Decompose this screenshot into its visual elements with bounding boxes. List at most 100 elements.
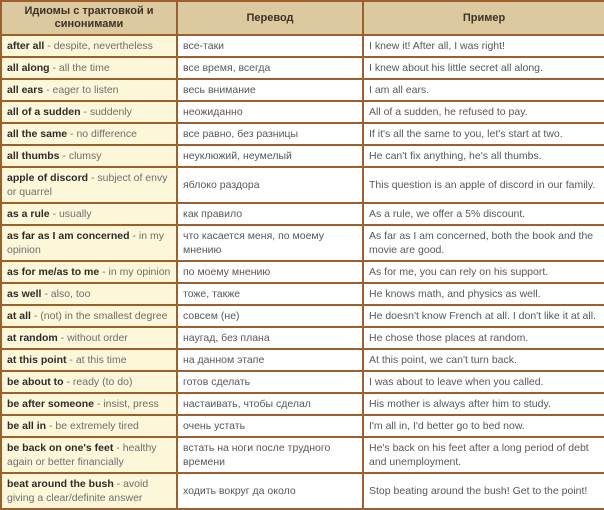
translation-cell: неуклюжий, неумелый [176, 144, 364, 168]
idiom-cell: beat around the bush - avoid giving a cl… [0, 472, 178, 510]
translation-cell: все равно, без разницы [176, 122, 364, 146]
idiom-term: apple of discord [7, 172, 89, 184]
idiom-term: at this point [7, 354, 67, 366]
table-row: at this point - at this time на данном эт… [0, 348, 604, 372]
table-row: at all - (not) in the smallest degree сов… [0, 304, 604, 328]
idiom-cell: at this point - at this time [0, 348, 178, 372]
translation-cell: настаивать, чтобы сделал [176, 392, 364, 416]
idiom-term: all thumbs [7, 150, 60, 162]
translation-cell: готов сделать [176, 370, 364, 394]
idiom-cell: be after someone - insist, press [0, 392, 178, 416]
idiom-definition: - in my opinion [7, 230, 164, 256]
table-row: beat around the bush - avoid giving a cl… [0, 472, 604, 510]
idiom-cell: all ears - eager to listen [0, 78, 178, 102]
idiom-cell: all along - all the time [0, 56, 178, 80]
table-row: as well - also, too тоже, также He knows m… [0, 282, 604, 306]
translation-cell: яблоко раздора [176, 166, 364, 204]
idiom-cell: all thumbs - clumsy [0, 144, 178, 168]
example-cell: As a rule, we offer a 5% discount. [362, 202, 604, 226]
idiom-definition: - in my opinion [99, 266, 171, 278]
example-cell: Stop beating around the bush! Get to the… [362, 472, 604, 510]
idiom-definition: - subject of envy or quarrel [7, 172, 168, 198]
example-cell: All of a sudden, he refused to pay. [362, 100, 604, 124]
table-row: all the same - no difference все равно, б… [0, 122, 604, 146]
idiom-term: as for me/as to me [7, 266, 100, 278]
example-cell: He can't fix anything, he's all thumbs. [362, 144, 604, 168]
idiom-cell: as for me/as to me - in my opinion [0, 260, 178, 284]
example-cell: As for me, you can rely on his support. [362, 260, 604, 284]
translation-cell: весь внимание [176, 78, 364, 102]
idiom-term: as a rule [7, 208, 50, 220]
example-cell: At this point, we can't turn back. [362, 348, 604, 372]
idiom-definition: - usually [49, 208, 92, 220]
example-cell: As far as I am concerned, both the book … [362, 224, 604, 262]
idiom-definition: - without order [57, 332, 128, 344]
idiom-cell: be about to - ready (to do) [0, 370, 178, 394]
idiom-term: beat around the bush [7, 478, 114, 490]
table-row: at random - without order наугад, без пла… [0, 326, 604, 350]
translation-cell: ходить вокруг да около [176, 472, 364, 510]
table-row: as a rule - usually как правило As a rule,… [0, 202, 604, 226]
idiom-term: after all [7, 40, 45, 52]
idiom-term: as far as I am concerned [7, 230, 130, 242]
idiom-cell: all the same - no difference [0, 122, 178, 146]
idiom-definition: - suddenly [80, 106, 132, 118]
table-row: be after someone - insist, press настаива… [0, 392, 604, 416]
idiom-definition: - eager to listen [43, 84, 119, 96]
table-row: all ears - eager to listen весь внимание I… [0, 78, 604, 102]
idiom-cell: be all in - be extremely tired [0, 414, 178, 438]
idiom-term: all ears [7, 84, 44, 96]
idiom-cell: as a rule - usually [0, 202, 178, 226]
idiom-term: be all in [7, 420, 47, 432]
translation-cell: неожиданно [176, 100, 364, 124]
example-cell: He knows math, and physics as well. [362, 282, 604, 306]
example-cell: I am all ears. [362, 78, 604, 102]
table-row: all thumbs - clumsy неуклюжий, неумелый He… [0, 144, 604, 168]
example-cell: His mother is always after him to study. [362, 392, 604, 416]
example-cell: I knew about his little secret all along… [362, 56, 604, 80]
idiom-term: all of a sudden [7, 106, 81, 118]
table-row: be about to - ready (to do) готов сделать… [0, 370, 604, 394]
idiom-term: all the same [7, 128, 68, 140]
example-cell: I'm all in, I'd better go to bed now. [362, 414, 604, 438]
translation-cell: на данном этапе [176, 348, 364, 372]
table-row: apple of discord - subject of envy or qu… [0, 166, 604, 204]
table-row: as for me/as to me - in my opinion по мое… [0, 260, 604, 284]
example-cell: He chose those places at random. [362, 326, 604, 350]
example-cell: He's back on his feet after a long perio… [362, 436, 604, 474]
table-row: be all in - be extremely tired очень уста… [0, 414, 604, 438]
idiom-definition: - despite, nevertheless [44, 40, 153, 52]
translation-cell: встать на ноги после трудного времени [176, 436, 364, 474]
translation-cell: как правило [176, 202, 364, 226]
table-row: all along - all the time все время, всегд… [0, 56, 604, 80]
idiom-definition: - no difference [67, 128, 137, 140]
idiom-definition: - (not) in the smallest degree [30, 310, 168, 322]
idiom-cell: all of a sudden - suddenly [0, 100, 178, 124]
idiom-definition: - ready (to do) [63, 376, 133, 388]
example-cell: I knew it! After all, I was right! [362, 34, 604, 58]
table-row: all of a sudden - suddenly неожиданно All … [0, 100, 604, 124]
idiom-definition: - insist, press [93, 398, 159, 410]
column-header-translation: Перевод [176, 0, 364, 36]
idiom-cell: as well - also, too [0, 282, 178, 306]
idiom-definition: - be extremely tired [46, 420, 139, 432]
example-cell: This question is an apple of discord in … [362, 166, 604, 204]
example-cell: He doesn't know French at all. I don't l… [362, 304, 604, 328]
idiom-term: as well [7, 288, 42, 300]
translation-cell: по моему мнению [176, 260, 364, 284]
idiom-cell: apple of discord - subject of envy or qu… [0, 166, 178, 204]
translation-cell: что касается меня, по моему мнению [176, 224, 364, 262]
idiom-cell: after all - despite, nevertheless [0, 34, 178, 58]
translation-cell: совсем (не) [176, 304, 364, 328]
translation-cell: все-таки [176, 34, 364, 58]
idiom-definition: - at this time [66, 354, 127, 366]
translation-cell: тоже, также [176, 282, 364, 306]
table-row: after all - despite, nevertheless все-так… [0, 34, 604, 58]
idiom-definition: - all the time [49, 62, 110, 74]
idiom-cell: at all - (not) in the smallest degree [0, 304, 178, 328]
column-header-example: Пример [362, 0, 604, 36]
idiom-term: all along [7, 62, 50, 74]
table-body: after all - despite, nevertheless все-так… [0, 34, 604, 510]
header-row: Идиомы с трактовкой и синонимами Перевод… [0, 0, 604, 36]
